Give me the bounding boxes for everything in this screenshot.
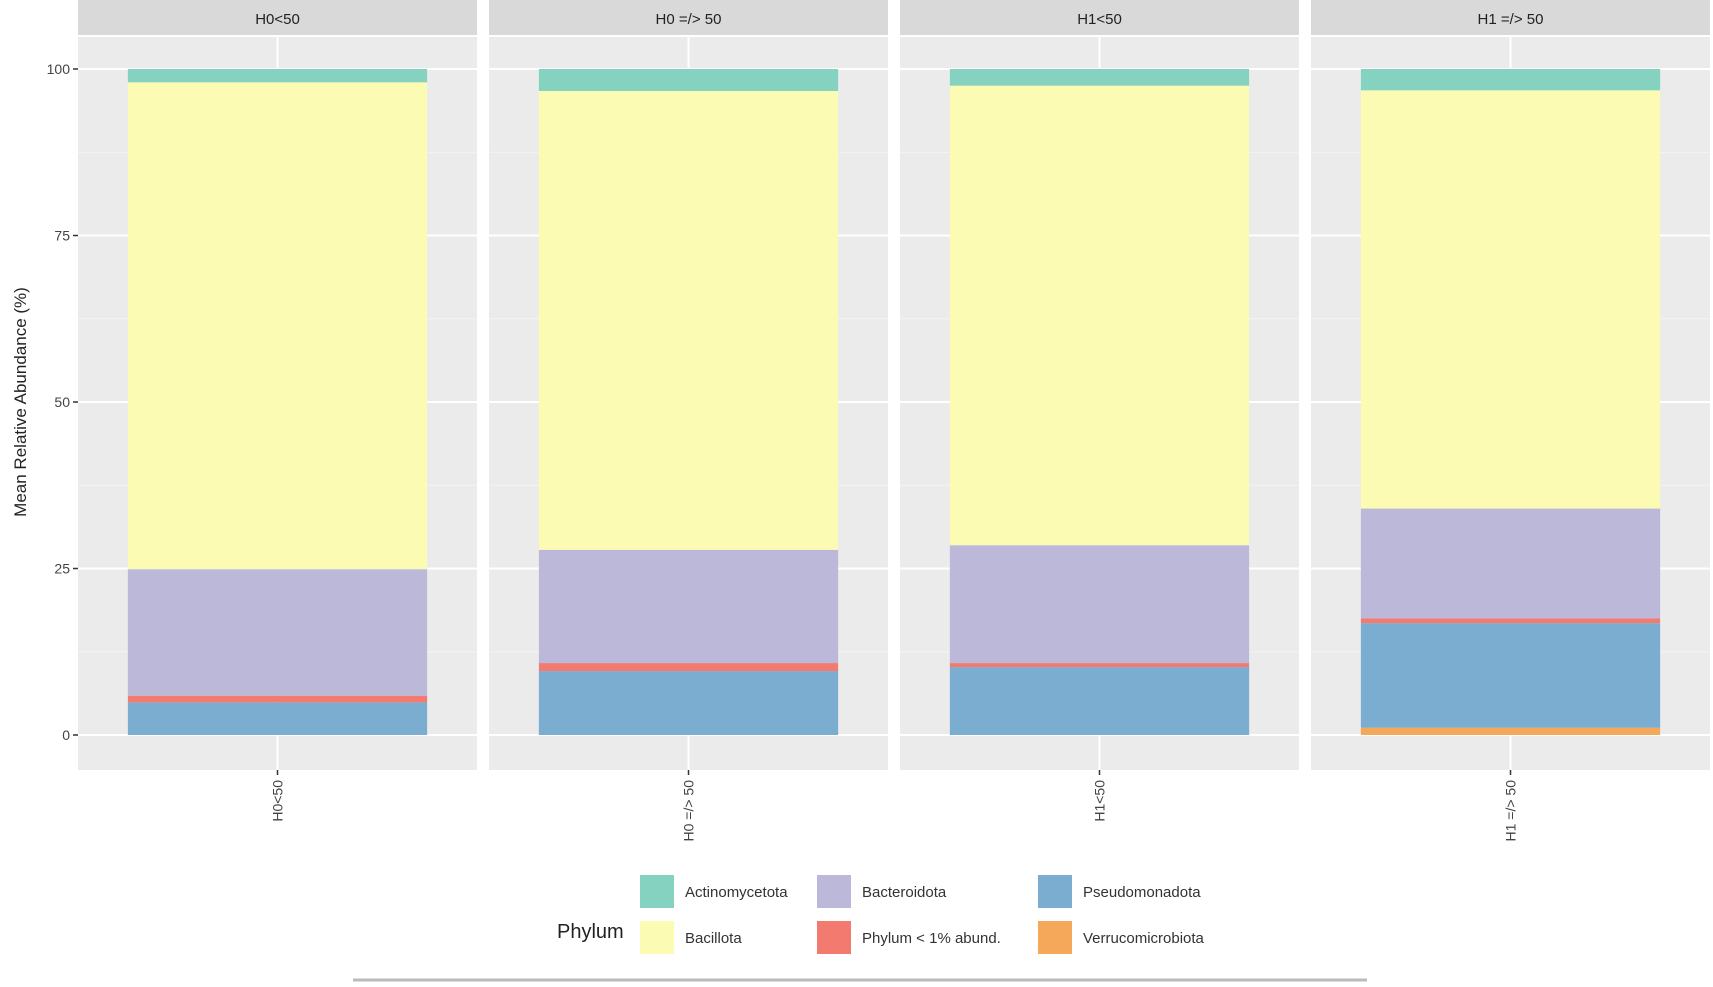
legend-item: Actinomycetota: [640, 875, 788, 908]
bar-segment-phylum-1-abund-: [127, 695, 428, 703]
bar-segment-verrucomicrobiota: [1360, 727, 1661, 735]
y-tick-label: 75: [54, 228, 70, 244]
legend-swatch: [640, 875, 674, 908]
legend-swatch: [817, 875, 851, 908]
bar-segment-pseudomonadota: [949, 667, 1250, 735]
bar-segment-bacteroidota: [538, 549, 839, 664]
bar-segment-bacillota: [127, 82, 428, 570]
facet-panel: H0 =/> 50 H0 =/> 50: [489, 0, 888, 842]
x-tick-label: H1<50: [1092, 780, 1108, 822]
legend-label: Phylum < 1% abund.: [862, 930, 1001, 947]
legend-title: Phylum: [557, 921, 624, 943]
y-axis-title: Mean Relative Abundance (%): [11, 287, 30, 517]
bar-segment-bacillota: [538, 90, 839, 550]
bar-segment-pseudomonadota: [1360, 623, 1661, 728]
y-tick-label: 0: [62, 727, 70, 743]
legend-label: Pseudomonadota: [1083, 884, 1201, 901]
legend-swatch: [640, 921, 674, 954]
bar-segment-bacillota: [1360, 90, 1661, 509]
legend: Phylum Actinomycetota Bacteroidota Pseudom…: [557, 875, 1205, 954]
bar-segment-actinomycetota: [1360, 69, 1661, 91]
legend-swatch: [1038, 875, 1072, 908]
bar-segment-pseudomonadota: [127, 702, 428, 735]
facet-strip: [1311, 0, 1710, 35]
legend-item: Verrucomicrobiota: [1038, 921, 1205, 954]
facet-panel: H0<50 H0<50: [78, 0, 477, 822]
bar-segment-bacteroidota: [949, 545, 1250, 664]
legend-label: Bacteroidota: [862, 884, 947, 901]
legend-swatch: [1038, 921, 1072, 954]
legend-label: Verrucomicrobiota: [1083, 930, 1205, 947]
legend-item: Pseudomonadota: [1038, 875, 1201, 908]
facet-strip: [489, 0, 888, 35]
bar-segment-phylum-1-abund-: [949, 663, 1250, 668]
facet-label: H0<50: [255, 11, 300, 28]
bar-segment-phylum-1-abund-: [538, 663, 839, 672]
legend-item: Bacteroidota: [817, 875, 947, 908]
legend-label: Bacillota: [685, 930, 742, 947]
legend-label: Actinomycetota: [685, 884, 788, 901]
bar-segment-bacteroidota: [127, 569, 428, 696]
x-tick-label: H0<50: [270, 780, 286, 822]
legend-item: Bacillota: [640, 921, 742, 954]
facet-panel: H1 =/> 50 H1 =/> 50: [1311, 0, 1710, 842]
bar-segment-bacillota: [949, 85, 1250, 546]
y-tick-label: 100: [47, 61, 71, 77]
y-tick-label: 50: [54, 394, 70, 410]
facet-label: H0 =/> 50: [656, 11, 722, 28]
facet-strip: [78, 0, 477, 35]
x-tick-label: H1 =/> 50: [1503, 780, 1519, 842]
bar-segment-pseudomonadota: [538, 671, 839, 735]
bar-segment-actinomycetota: [127, 69, 428, 83]
facet-label: H1 =/> 50: [1478, 11, 1544, 28]
legend-item: Phylum < 1% abund.: [817, 921, 1001, 954]
bar-segment-actinomycetota: [538, 69, 839, 91]
bar-segment-bacteroidota: [1360, 508, 1661, 619]
bar-segment-actinomycetota: [949, 69, 1250, 86]
facet-strip: [900, 0, 1299, 35]
legend-swatch: [817, 921, 851, 954]
x-tick-label: H0 =/> 50: [681, 780, 697, 842]
bar-segment-phylum-1-abund-: [1360, 618, 1661, 624]
facet-panel: H1<50 H1<50: [900, 0, 1299, 822]
facet-label: H1<50: [1077, 11, 1122, 28]
y-tick-label: 25: [54, 561, 70, 577]
